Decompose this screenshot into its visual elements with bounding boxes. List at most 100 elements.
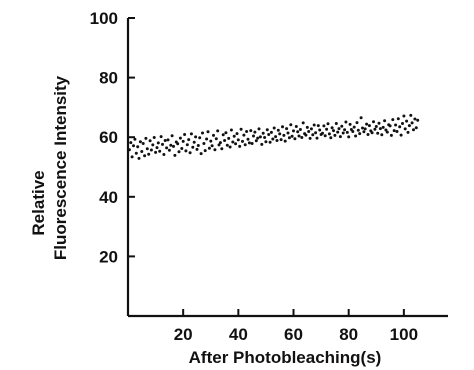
data-point <box>330 126 334 130</box>
data-point <box>355 121 359 125</box>
data-point <box>394 123 398 127</box>
x-tick-label: 80 <box>339 325 358 344</box>
y-tick-label: 60 <box>99 128 118 147</box>
data-point <box>236 138 240 142</box>
data-point <box>205 137 209 141</box>
data-point <box>391 118 395 122</box>
data-point <box>341 131 345 135</box>
data-point <box>376 131 380 135</box>
data-point <box>290 134 294 138</box>
data-point <box>405 119 409 123</box>
data-point <box>234 142 238 146</box>
data-point <box>129 141 133 145</box>
data-point <box>377 121 381 125</box>
data-point <box>314 131 318 135</box>
data-point <box>416 118 420 122</box>
data-point <box>231 140 235 144</box>
data-point <box>358 132 362 136</box>
data-points <box>127 113 420 160</box>
data-point <box>337 127 341 131</box>
data-point <box>413 117 417 121</box>
x-tick-label: 40 <box>229 325 248 344</box>
data-point <box>224 131 228 135</box>
data-point <box>158 149 162 153</box>
data-point <box>311 133 315 137</box>
data-point <box>256 136 260 140</box>
data-point <box>287 136 291 140</box>
data-point <box>152 136 156 139</box>
data-point <box>196 144 200 147</box>
data-point <box>336 130 340 134</box>
data-point <box>283 139 287 143</box>
data-point <box>232 134 236 138</box>
data-point <box>134 151 138 155</box>
data-point <box>385 130 389 134</box>
data-point <box>245 130 249 133</box>
data-point <box>137 156 141 160</box>
data-point <box>406 130 410 134</box>
data-point <box>275 139 279 142</box>
data-point <box>130 155 134 159</box>
data-point <box>366 133 370 136</box>
data-point <box>359 116 363 120</box>
data-point <box>252 134 255 138</box>
data-point <box>304 133 308 137</box>
data-point <box>165 146 169 150</box>
data-point <box>293 137 297 141</box>
data-point <box>247 141 251 145</box>
y-axis-title-line-1: Relative <box>29 170 48 235</box>
data-point <box>294 125 298 128</box>
data-point <box>362 130 366 134</box>
data-point <box>239 127 243 131</box>
x-tick-label: 60 <box>284 325 303 344</box>
data-point <box>281 125 284 129</box>
data-point <box>261 131 265 135</box>
data-point <box>348 122 352 126</box>
data-point <box>194 135 198 139</box>
y-ticks: 20 40 60 80 100 <box>90 9 135 266</box>
data-point <box>173 153 177 157</box>
y-tick-label: 40 <box>99 188 118 207</box>
data-point <box>217 143 221 147</box>
data-point <box>148 139 152 143</box>
data-point <box>147 152 151 156</box>
data-point <box>289 123 293 127</box>
data-point <box>410 121 414 125</box>
data-point <box>257 127 261 131</box>
data-point <box>201 131 204 135</box>
data-point <box>163 139 167 142</box>
data-point <box>307 130 311 133</box>
data-point <box>210 144 214 148</box>
data-point <box>260 142 264 146</box>
data-point <box>220 147 224 151</box>
data-point <box>167 148 171 152</box>
data-point <box>340 124 344 128</box>
data-point <box>370 131 374 135</box>
data-point <box>308 136 312 140</box>
data-point <box>278 132 282 136</box>
data-point <box>203 149 207 153</box>
data-point <box>258 135 262 139</box>
data-point <box>140 150 144 153</box>
data-point <box>183 133 187 136</box>
data-point <box>279 138 283 142</box>
data-point <box>344 120 348 124</box>
data-point <box>316 124 320 128</box>
data-point <box>254 139 258 143</box>
data-point <box>327 132 331 136</box>
data-point <box>162 153 166 156</box>
data-point <box>403 127 407 131</box>
data-point <box>177 150 181 154</box>
data-point <box>399 133 403 137</box>
data-point <box>221 133 225 137</box>
data-point <box>176 142 180 146</box>
data-point <box>214 137 218 141</box>
data-point <box>338 135 342 139</box>
data-point <box>276 128 280 132</box>
data-point <box>192 140 196 144</box>
data-point <box>388 124 392 128</box>
data-point <box>395 130 399 133</box>
data-point <box>227 136 231 140</box>
data-point <box>136 145 140 149</box>
data-point <box>184 149 188 153</box>
